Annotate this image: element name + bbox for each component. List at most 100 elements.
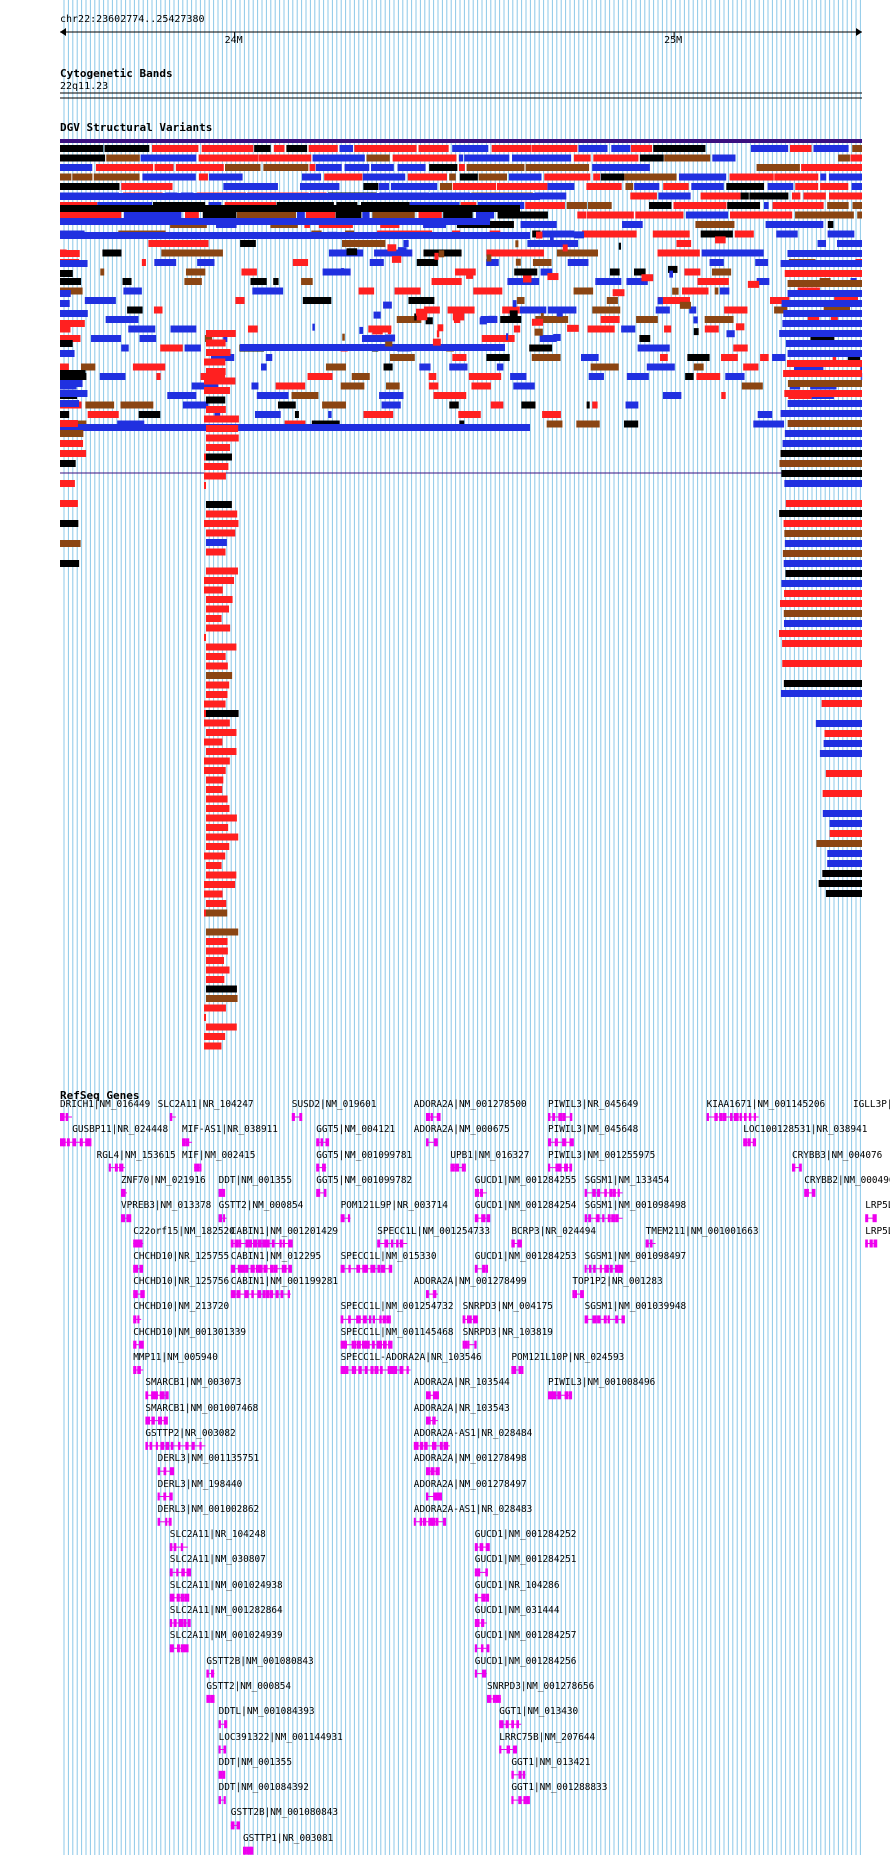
gene-exon[interactable]	[811, 1188, 816, 1197]
sv-feature[interactable]	[184, 344, 201, 352]
gene-exon[interactable]	[145, 1391, 149, 1400]
sv-feature[interactable]	[481, 335, 515, 342]
sv-feature[interactable]	[700, 192, 741, 200]
sv-feature[interactable]	[240, 344, 505, 351]
gene-exon[interactable]	[433, 1492, 438, 1501]
gene-exon[interactable]	[621, 1315, 625, 1324]
sv-feature[interactable]	[593, 154, 639, 162]
sv-feature[interactable]	[827, 850, 862, 857]
gene-exon[interactable]	[133, 1315, 137, 1324]
sv-feature[interactable]	[292, 259, 309, 266]
gene-exon[interactable]	[262, 1290, 266, 1299]
gene-exon[interactable]	[280, 1290, 284, 1299]
gene-exon[interactable]	[163, 1416, 168, 1425]
sv-feature[interactable]	[206, 358, 226, 366]
sv-feature[interactable]	[60, 380, 83, 387]
gene-exon[interactable]	[480, 1644, 484, 1653]
sv-feature[interactable]	[391, 255, 402, 263]
sv-feature[interactable]	[827, 860, 862, 867]
sv-feature[interactable]	[204, 453, 206, 461]
gene-exon[interactable]	[178, 1441, 181, 1450]
sv-feature[interactable]	[60, 164, 93, 171]
sv-feature[interactable]	[327, 231, 338, 239]
gene-exon[interactable]	[218, 1745, 221, 1754]
sv-feature[interactable]	[204, 1033, 206, 1040]
dgv-track-title[interactable]: DGV Structural Variants	[60, 121, 213, 134]
gene-exon[interactable]	[236, 1290, 241, 1299]
gene-exon[interactable]	[419, 1517, 423, 1526]
gene-exon[interactable]	[169, 1543, 173, 1552]
sv-feature[interactable]	[204, 719, 206, 727]
gene-exon[interactable]	[157, 1517, 161, 1526]
sv-feature[interactable]	[106, 154, 140, 162]
sv-feature[interactable]	[586, 183, 622, 190]
gene-exon[interactable]	[356, 1264, 361, 1273]
sv-feature[interactable]	[626, 278, 648, 285]
gene-exon[interactable]	[133, 1340, 137, 1349]
gene-label[interactable]: CABIN1|NM_001201429	[230, 1225, 339, 1237]
sv-feature[interactable]	[60, 350, 75, 357]
gene-exon[interactable]	[251, 1290, 254, 1299]
sv-feature[interactable]	[206, 795, 228, 803]
gene-exon[interactable]	[282, 1239, 285, 1248]
gene-label[interactable]: PIWIL3|NM_045648	[548, 1124, 639, 1136]
sv-feature[interactable]	[593, 173, 601, 181]
sv-feature[interactable]	[60, 440, 84, 447]
gene-exon[interactable]	[435, 1517, 439, 1526]
sv-feature[interactable]	[60, 424, 530, 431]
gene-exon[interactable]	[170, 1441, 174, 1450]
sv-feature[interactable]	[206, 767, 226, 774]
sv-feature[interactable]	[383, 363, 393, 371]
gene-exon[interactable]	[230, 1264, 236, 1273]
gene-exon[interactable]	[126, 1214, 132, 1223]
gene-exon[interactable]	[792, 1163, 796, 1172]
gene-exon[interactable]	[165, 1517, 168, 1526]
sv-feature[interactable]	[206, 349, 231, 356]
gene-exon[interactable]	[604, 1264, 609, 1273]
gene-exon[interactable]	[714, 1113, 718, 1121]
gene-label[interactable]: CHCHD10|NM_213720	[133, 1301, 230, 1313]
gene-exon[interactable]	[496, 1694, 501, 1703]
gene-label[interactable]: GGT5|NM_001099782	[316, 1174, 413, 1186]
gene-exon[interactable]	[394, 1366, 398, 1374]
sv-feature[interactable]	[206, 928, 239, 936]
gene-label[interactable]: DDT|NM_001355	[218, 1756, 292, 1768]
sv-feature[interactable]	[760, 354, 769, 361]
sv-feature[interactable]	[791, 192, 801, 200]
sv-feature[interactable]	[206, 1004, 226, 1012]
gene-label[interactable]: DDT|NM_001084392	[218, 1782, 309, 1794]
gene-label[interactable]: GUCD1|NM_001284257	[474, 1630, 577, 1642]
gene-exon[interactable]	[382, 1315, 387, 1324]
gene-exon[interactable]	[250, 1264, 255, 1273]
sv-feature[interactable]	[562, 244, 568, 252]
sv-feature[interactable]	[685, 373, 694, 380]
sv-feature[interactable]	[407, 173, 447, 181]
sv-feature[interactable]	[838, 154, 850, 162]
sv-feature[interactable]	[819, 750, 862, 757]
sv-feature[interactable]	[60, 300, 70, 307]
gene-exon[interactable]	[191, 1441, 195, 1450]
gene-label[interactable]: SNRPD3|NM_001278656	[487, 1680, 595, 1692]
sv-feature[interactable]	[658, 192, 691, 200]
gene-label[interactable]: ADORA2A|NM_001278500	[413, 1099, 527, 1110]
gene-exon[interactable]	[609, 1188, 613, 1197]
sv-feature[interactable]	[471, 382, 491, 390]
gene-label[interactable]: TOP1P2|NR_001283	[572, 1276, 663, 1288]
sv-feature[interactable]	[87, 411, 119, 418]
sv-feature[interactable]	[60, 480, 75, 487]
sv-feature[interactable]	[277, 401, 296, 409]
sv-feature[interactable]	[206, 387, 230, 394]
sv-feature[interactable]	[128, 325, 156, 333]
sv-feature[interactable]	[210, 354, 235, 361]
gene-exon[interactable]	[265, 1290, 270, 1299]
gene-exon[interactable]	[399, 1239, 404, 1248]
sv-feature[interactable]	[60, 260, 88, 267]
gene-exon[interactable]	[255, 1264, 261, 1273]
gene-label[interactable]: VPREB3|NM_013378	[121, 1200, 212, 1212]
sv-feature[interactable]	[182, 401, 209, 409]
gene-exon[interactable]	[479, 1543, 484, 1552]
gene-exon[interactable]	[584, 1214, 588, 1223]
gene-exon[interactable]	[557, 1391, 562, 1400]
gene-exon[interactable]	[872, 1214, 877, 1223]
